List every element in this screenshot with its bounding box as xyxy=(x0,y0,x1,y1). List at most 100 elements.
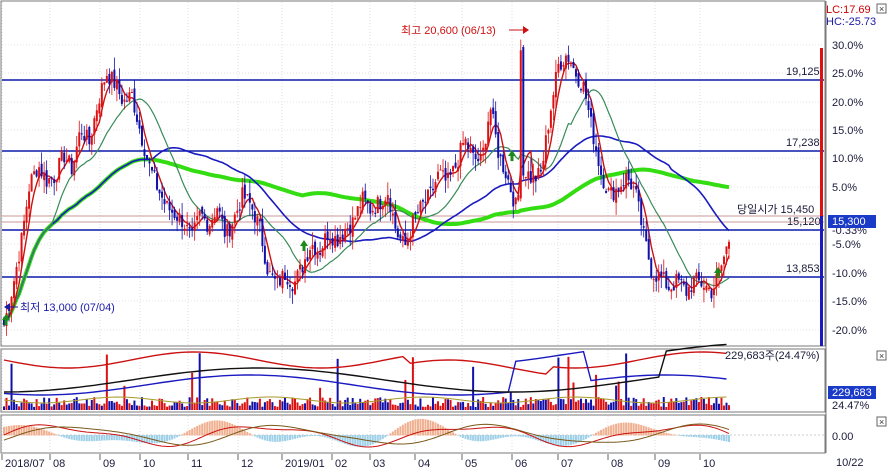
oscillator-bar xyxy=(660,431,663,436)
volume-bar xyxy=(356,404,359,410)
volume-bar xyxy=(602,398,605,410)
volume-bar xyxy=(181,403,184,410)
candle-body xyxy=(602,175,605,189)
candle-body xyxy=(208,225,211,235)
institution-line xyxy=(3,396,727,404)
oscillator-bar xyxy=(43,429,46,436)
oscillator-bar xyxy=(283,435,286,442)
candle-body xyxy=(28,191,31,209)
oscillator-bar xyxy=(499,435,502,439)
current-price-value: 15,300 xyxy=(832,216,866,228)
candle-body xyxy=(612,187,615,201)
volume-bar xyxy=(617,381,620,410)
oscillator-bar xyxy=(595,432,598,436)
oscillator-bar xyxy=(208,421,211,436)
oscillator-bar xyxy=(394,429,397,436)
candle-body xyxy=(75,146,78,163)
oscillator-bar xyxy=(263,435,266,441)
candle-body xyxy=(384,200,387,205)
oscillator-bar xyxy=(211,420,214,436)
candle-body xyxy=(369,203,372,214)
candle-body xyxy=(138,120,141,129)
candle-body xyxy=(559,61,562,70)
volume-bar xyxy=(464,406,467,410)
oscillator-bar xyxy=(273,435,276,442)
x-tick-label: 09 xyxy=(658,458,670,470)
candle-body xyxy=(43,172,46,181)
volume-bar xyxy=(276,406,279,410)
candle-body xyxy=(98,103,101,114)
volume-bar xyxy=(354,402,357,410)
oscillator-bar xyxy=(316,435,319,437)
volume-bar xyxy=(494,403,497,410)
volume-bar xyxy=(208,405,211,410)
volume-bar xyxy=(359,398,362,410)
oscillator-bar xyxy=(198,424,201,436)
oscillator-bar xyxy=(675,434,678,436)
oscillator-bar xyxy=(28,425,31,436)
candle-body xyxy=(617,187,620,192)
volume-bar xyxy=(557,357,560,410)
oscillator-bar xyxy=(640,424,643,436)
oscillator-bar xyxy=(140,435,143,443)
ma-60-line xyxy=(3,135,730,326)
volume-bar xyxy=(544,399,547,410)
volume-bar xyxy=(88,405,91,410)
right-axis-label: 25.0% xyxy=(832,68,863,80)
volume-box-value: 229,683 xyxy=(832,387,872,399)
volume-bar xyxy=(487,406,490,410)
candle-body xyxy=(178,213,181,222)
volume-bar xyxy=(421,406,424,410)
oscillator-bar xyxy=(462,435,465,438)
signal-arrow-stem xyxy=(302,246,306,251)
oscillator-bar xyxy=(291,435,294,440)
level-label: 13,853 xyxy=(786,263,820,275)
oscillator-bar xyxy=(585,435,588,439)
oscillator-bar xyxy=(163,435,166,442)
candle-body xyxy=(211,219,214,228)
x-tick-label: 03 xyxy=(373,458,385,470)
candle-body xyxy=(625,172,628,189)
volume-bar xyxy=(296,402,299,410)
candle-body xyxy=(494,111,497,135)
volume-bar xyxy=(113,402,116,410)
volume-bar xyxy=(542,399,545,410)
oscillator-panel-close-button[interactable] xyxy=(876,416,887,427)
volume-bar xyxy=(635,399,638,410)
volume-bar xyxy=(334,406,337,410)
candle-body xyxy=(579,89,582,91)
volume-bar xyxy=(590,399,593,410)
oscillator-bar xyxy=(133,435,136,442)
candle-body xyxy=(452,165,455,172)
candle-body xyxy=(218,207,221,212)
candle-body xyxy=(38,167,41,179)
close-icon: × xyxy=(879,417,884,427)
candle-body xyxy=(256,216,259,226)
volume-panel-close-button[interactable] xyxy=(876,350,887,361)
candle-body xyxy=(186,224,189,227)
candle-body xyxy=(439,169,442,171)
volume-bar xyxy=(151,400,154,410)
signal-arrow-stem xyxy=(510,156,514,161)
oscillator-bar xyxy=(278,435,281,442)
volume-bar xyxy=(201,405,204,410)
oscillator-bar xyxy=(95,435,98,441)
volume-bar xyxy=(409,404,412,410)
volume-bar xyxy=(728,405,730,410)
volume-bar xyxy=(78,403,81,410)
candle-body xyxy=(517,195,520,201)
oscillator-bar xyxy=(414,419,417,436)
volume-bar xyxy=(256,402,259,410)
candle-body xyxy=(128,92,131,102)
oscillator-bar xyxy=(717,435,720,440)
oscillator-bar xyxy=(542,435,545,443)
candle-body xyxy=(655,278,658,282)
candle-body xyxy=(667,286,670,291)
price-panel-close-button[interactable] xyxy=(876,3,887,14)
oscillator-bar xyxy=(15,425,18,436)
volume-bar xyxy=(482,397,485,410)
candle-body xyxy=(600,165,603,175)
candle-body xyxy=(720,265,723,272)
oscillator-bar xyxy=(196,425,199,436)
oscillator-bar xyxy=(411,420,414,436)
